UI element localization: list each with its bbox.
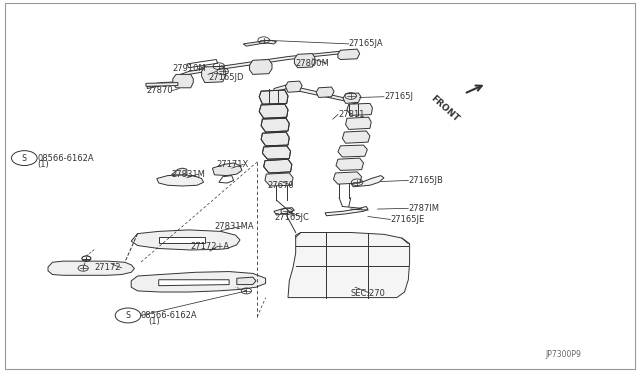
Text: 27831M: 27831M: [172, 170, 205, 179]
Polygon shape: [346, 117, 371, 129]
Polygon shape: [261, 132, 289, 146]
Text: 27910M: 27910M: [173, 64, 207, 73]
Text: (1): (1): [37, 160, 49, 169]
Text: (1): (1): [148, 317, 160, 326]
Polygon shape: [180, 50, 355, 77]
Text: 27831MA: 27831MA: [214, 222, 254, 231]
Text: JP7300P9: JP7300P9: [545, 350, 581, 359]
Polygon shape: [212, 163, 242, 176]
Polygon shape: [333, 172, 362, 184]
Polygon shape: [237, 277, 256, 285]
Text: 27870: 27870: [146, 86, 173, 95]
Text: 27670: 27670: [268, 182, 294, 190]
Polygon shape: [265, 173, 293, 186]
Text: 27172: 27172: [95, 263, 121, 272]
Polygon shape: [264, 159, 292, 173]
Text: SEC.270: SEC.270: [351, 289, 385, 298]
Text: FRONT: FRONT: [429, 94, 461, 124]
Text: 27800M: 27800M: [296, 59, 330, 68]
Polygon shape: [338, 49, 360, 60]
Text: 27165JD: 27165JD: [208, 73, 243, 82]
Polygon shape: [173, 74, 193, 88]
Text: S: S: [125, 311, 131, 320]
Text: 27165J: 27165J: [384, 92, 413, 101]
Polygon shape: [325, 206, 368, 216]
Polygon shape: [338, 145, 367, 157]
Polygon shape: [262, 146, 291, 159]
Text: 08566-6162A: 08566-6162A: [37, 154, 93, 163]
Polygon shape: [147, 82, 189, 89]
Polygon shape: [259, 104, 288, 118]
Text: 2787lM: 2787lM: [408, 204, 439, 213]
Polygon shape: [157, 175, 204, 186]
Text: 27165JC: 27165JC: [274, 213, 308, 222]
Text: 27171X: 27171X: [216, 160, 248, 169]
Polygon shape: [274, 208, 294, 215]
Polygon shape: [243, 40, 276, 46]
Polygon shape: [261, 118, 289, 132]
Text: 27165JE: 27165JE: [390, 215, 425, 224]
Polygon shape: [202, 66, 225, 83]
Polygon shape: [294, 54, 315, 68]
Text: 27811: 27811: [338, 110, 364, 119]
Polygon shape: [285, 81, 302, 92]
Text: 08566-6162A: 08566-6162A: [141, 311, 197, 320]
Polygon shape: [250, 60, 272, 74]
Polygon shape: [159, 237, 205, 243]
Polygon shape: [259, 90, 288, 104]
Polygon shape: [131, 272, 266, 292]
Polygon shape: [159, 280, 229, 286]
Polygon shape: [288, 232, 410, 298]
Polygon shape: [131, 230, 240, 250]
Polygon shape: [343, 93, 361, 103]
Polygon shape: [336, 158, 364, 170]
Polygon shape: [172, 168, 187, 175]
Text: 27165JA: 27165JA: [349, 39, 383, 48]
Polygon shape: [316, 87, 334, 97]
Polygon shape: [48, 261, 134, 275]
Polygon shape: [351, 176, 384, 187]
Text: 27165JB: 27165JB: [408, 176, 443, 185]
Text: 27172+A: 27172+A: [191, 242, 230, 251]
Polygon shape: [146, 83, 178, 86]
Polygon shape: [274, 85, 357, 104]
Polygon shape: [342, 131, 370, 143]
Text: S: S: [22, 154, 27, 163]
Polygon shape: [347, 103, 372, 115]
